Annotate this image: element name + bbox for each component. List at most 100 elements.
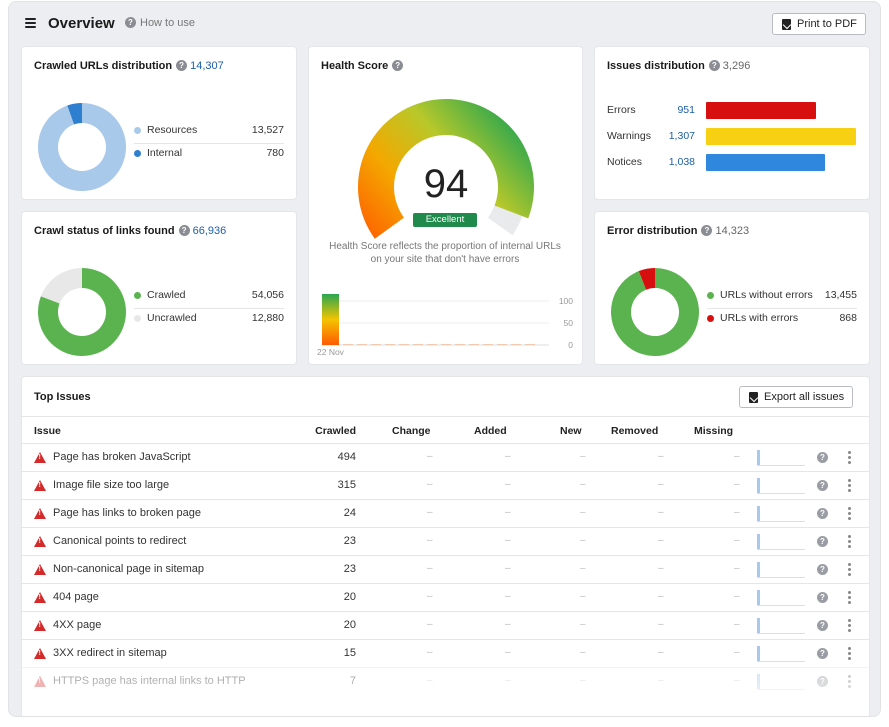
- empty-cell: –: [734, 591, 740, 602]
- column-header-added[interactable]: Added: [474, 425, 507, 437]
- more-options-icon[interactable]: [848, 619, 851, 632]
- legend-item-internal[interactable]: Internal 780: [134, 144, 284, 167]
- donut-slice[interactable]: [40, 268, 82, 304]
- table-row[interactable]: Image file size too large 315 – – – – –?: [22, 471, 869, 499]
- donut-slice[interactable]: [38, 103, 126, 191]
- trend-sparkline: [757, 589, 805, 606]
- donut-slice[interactable]: [37, 268, 127, 356]
- card-title: Crawl status of links found: [34, 225, 175, 237]
- help-icon[interactable]: ?: [708, 59, 720, 71]
- history-bar[interactable]: [322, 294, 339, 345]
- crawled-count[interactable]: 24: [343, 507, 356, 519]
- empty-cell: –: [505, 675, 511, 686]
- column-header-change[interactable]: Change: [392, 425, 431, 437]
- crawled-urls-donut: [38, 103, 126, 191]
- issue-name[interactable]: Page has broken JavaScript: [53, 451, 191, 463]
- issue-name[interactable]: Image file size too large: [53, 479, 170, 491]
- crawled-count[interactable]: 315: [337, 479, 356, 491]
- crawled-count[interactable]: 23: [343, 535, 356, 547]
- more-options-icon[interactable]: [848, 563, 851, 576]
- donut-slice[interactable]: [67, 103, 82, 125]
- export-all-issues-button[interactable]: Export all issues: [739, 386, 854, 408]
- crawled-count[interactable]: 20: [343, 591, 356, 603]
- more-options-icon[interactable]: [848, 479, 851, 492]
- y-tick-label: 100: [559, 296, 573, 306]
- more-options-icon[interactable]: [848, 647, 851, 660]
- issue-name[interactable]: 3XX redirect in sitemap: [53, 647, 167, 659]
- issue-name[interactable]: 4XX page: [53, 619, 102, 631]
- menu-icon[interactable]: [25, 18, 36, 28]
- empty-cell: –: [580, 647, 586, 658]
- empty-cell: –: [505, 451, 511, 462]
- y-tick-label: 0: [568, 340, 573, 350]
- help-icon[interactable]: ?: [178, 224, 190, 236]
- error-distribution-card: Error distribution? 14,323 URLs without e…: [595, 212, 869, 364]
- help-icon: ?: [125, 16, 136, 28]
- table-row[interactable]: HTTPS page has internal links to HTTP 7 – –…: [22, 667, 869, 695]
- how-to-use-link[interactable]: ? How to use: [125, 16, 195, 29]
- trend-sparkline: [757, 533, 805, 550]
- issue-name[interactable]: Page has links to broken page: [53, 507, 201, 519]
- legend-item-crawled[interactable]: Crawled 54,056: [134, 286, 284, 309]
- crawled-count[interactable]: 20: [343, 619, 356, 631]
- help-icon[interactable]: ?: [817, 564, 828, 575]
- empty-cell: –: [427, 619, 433, 630]
- help-icon[interactable]: ?: [176, 59, 188, 71]
- table-row[interactable]: Canonical points to redirect 23 – – – – –?: [22, 527, 869, 555]
- issue-name[interactable]: HTTPS page has internal links to HTTP: [53, 675, 246, 687]
- crawled-count[interactable]: 7: [349, 675, 356, 687]
- issue-name[interactable]: 404 page: [53, 591, 99, 603]
- column-header-issue[interactable]: Issue: [34, 425, 61, 437]
- legend-item-urls-with-errors[interactable]: URLs with errors 868: [707, 309, 857, 332]
- table-row[interactable]: 4XX page 20 – – – – –?: [22, 611, 869, 639]
- help-icon[interactable]: ?: [817, 620, 828, 631]
- column-header-crawled[interactable]: Crawled: [315, 425, 356, 437]
- issues-distribution-card: Issues distribution? 3,296 Errors 951 War…: [595, 47, 869, 199]
- card-title: Crawled URLs distribution: [34, 60, 173, 72]
- legend-item-resources[interactable]: Resources 13,527: [134, 121, 284, 144]
- issue-name[interactable]: Canonical points to redirect: [53, 535, 187, 547]
- crawled-count[interactable]: 23: [343, 563, 356, 575]
- help-icon[interactable]: ?: [817, 676, 828, 687]
- warning-icon: [34, 676, 46, 687]
- column-header-missing[interactable]: Missing: [694, 425, 734, 437]
- help-icon[interactable]: ?: [817, 508, 828, 519]
- warnings-bar[interactable]: [706, 128, 856, 145]
- issue-name[interactable]: Non-canonical page in sitemap: [53, 563, 205, 575]
- column-header-removed[interactable]: Removed: [611, 425, 659, 437]
- help-icon[interactable]: ?: [701, 224, 713, 236]
- crawled-count[interactable]: 494: [337, 451, 356, 463]
- table-row[interactable]: Page has links to broken page 24 – – – – –?: [22, 499, 869, 527]
- help-icon[interactable]: ?: [817, 536, 828, 547]
- warning-icon: [34, 592, 46, 603]
- more-options-icon[interactable]: [848, 675, 851, 688]
- help-icon[interactable]: ?: [817, 648, 828, 659]
- more-options-icon[interactable]: [848, 535, 851, 548]
- errors-bar[interactable]: [706, 102, 816, 119]
- donut-slice[interactable]: [611, 268, 699, 356]
- empty-cell: –: [580, 563, 586, 574]
- crawl-status-total[interactable]: 66,936: [192, 225, 227, 237]
- table-row[interactable]: 3XX redirect in sitemap 15 – – – – –?: [22, 639, 869, 667]
- table-row[interactable]: 404 page 20 – – – – –?: [22, 583, 869, 611]
- help-icon[interactable]: ?: [817, 480, 828, 491]
- legend-item-urls-without-errors[interactable]: URLs without errors 13,455: [707, 286, 857, 309]
- more-options-icon[interactable]: [848, 507, 851, 520]
- notices-bar[interactable]: [706, 154, 825, 171]
- print-to-pdf-button[interactable]: Print to PDF: [772, 13, 866, 35]
- table-row[interactable]: Non-canonical page in sitemap 23 – – – – –?: [22, 555, 869, 583]
- crawled-urls-total[interactable]: 14,307: [190, 60, 224, 72]
- crawl-status-card: Crawl status of links found? 66,936 Crawl…: [22, 212, 296, 364]
- column-header-new[interactable]: New: [560, 425, 582, 437]
- donut-slice[interactable]: [638, 268, 655, 290]
- help-icon[interactable]: ?: [392, 59, 404, 71]
- legend-item-uncrawled[interactable]: Uncrawled 12,880: [134, 309, 284, 332]
- table-row[interactable]: Page has broken JavaScript 494 – – – – –?: [22, 443, 869, 471]
- empty-cell: –: [658, 619, 664, 630]
- warning-icon: [34, 508, 46, 519]
- help-icon[interactable]: ?: [817, 452, 828, 463]
- crawled-count[interactable]: 15: [343, 647, 356, 659]
- help-icon[interactable]: ?: [817, 592, 828, 603]
- more-options-icon[interactable]: [848, 451, 851, 464]
- more-options-icon[interactable]: [848, 591, 851, 604]
